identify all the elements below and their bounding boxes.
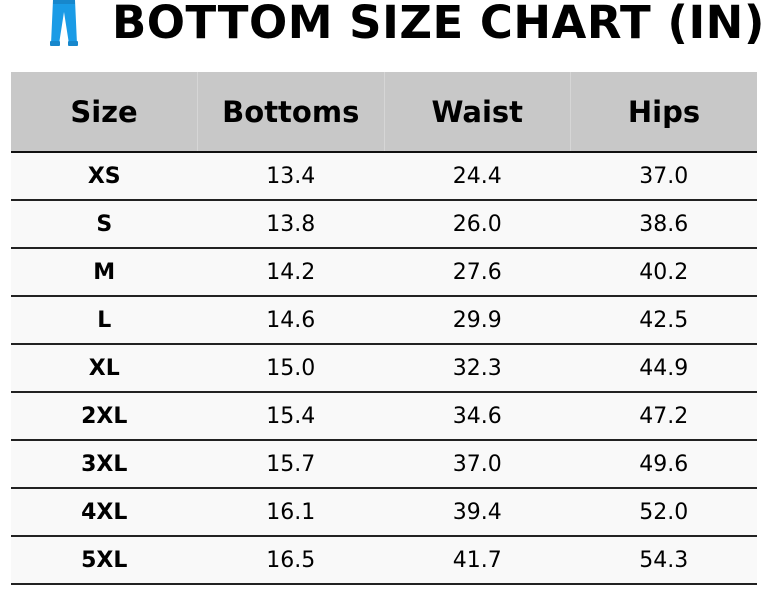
header-size: Size	[11, 72, 198, 153]
cell-size: XL	[11, 344, 198, 393]
cell-waist: 34.6	[384, 392, 571, 441]
cell-hips: 40.2	[570, 248, 757, 297]
table-row: S 13.8 26.0 38.6	[11, 200, 757, 249]
table-row: XS 13.4 24.4 37.0	[11, 152, 757, 201]
table-row: M 14.2 27.6 40.2	[11, 248, 757, 297]
cell-hips: 54.3	[570, 536, 757, 585]
cell-bottoms: 15.7	[197, 440, 384, 489]
cell-size: S	[11, 200, 198, 249]
cell-hips: 42.5	[570, 296, 757, 345]
header-row: Size Bottoms Waist Hips	[11, 72, 757, 153]
table-row: 4XL 16.1 39.4 52.0	[11, 488, 757, 537]
cell-size: 4XL	[11, 488, 198, 537]
table-row: XL 15.0 32.3 44.9	[11, 344, 757, 393]
title-row: BOTTOM SIZE CHART (IN)	[0, 0, 767, 60]
cell-bottoms: 16.5	[197, 536, 384, 585]
cell-size: L	[11, 296, 198, 345]
table-row: 3XL 15.7 37.0 49.6	[11, 440, 757, 489]
cell-waist: 27.6	[384, 248, 571, 297]
cell-waist: 32.3	[384, 344, 571, 393]
size-chart-table: Size Bottoms Waist Hips XS 13.4 24.4 37.0 S 1…	[11, 72, 757, 585]
cell-hips: 37.0	[570, 152, 757, 201]
table-row: 2XL 15.4 34.6 47.2	[11, 392, 757, 441]
cell-size: M	[11, 248, 198, 297]
cell-waist: 37.0	[384, 440, 571, 489]
header-waist: Waist	[383, 72, 571, 153]
header-hips: Hips	[570, 72, 757, 153]
cell-size: XS	[11, 152, 198, 201]
cell-bottoms: 15.0	[197, 344, 384, 393]
table-row: L 14.6 29.9 42.5	[11, 296, 757, 345]
cell-bottoms: 15.4	[197, 392, 384, 441]
pants-icon	[50, 0, 78, 46]
cell-waist: 24.4	[384, 152, 571, 201]
cell-hips: 44.9	[570, 344, 757, 393]
cell-bottoms: 13.4	[197, 152, 384, 201]
cell-waist: 41.7	[384, 536, 571, 585]
cell-bottoms: 14.2	[197, 248, 384, 297]
table-row: 5XL 16.5 41.7 54.3	[11, 536, 757, 585]
cell-waist: 29.9	[384, 296, 571, 345]
cell-bottoms: 14.6	[197, 296, 384, 345]
cell-bottoms: 16.1	[197, 488, 384, 537]
page-title: BOTTOM SIZE CHART (IN)	[112, 0, 765, 49]
cell-hips: 52.0	[570, 488, 757, 537]
cell-bottoms: 13.8	[197, 200, 384, 249]
cell-hips: 38.6	[570, 200, 757, 249]
header-bottoms: Bottoms	[197, 72, 384, 153]
cell-hips: 49.6	[570, 440, 757, 489]
cell-size: 3XL	[11, 440, 198, 489]
cell-size: 5XL	[11, 536, 198, 585]
cell-hips: 47.2	[570, 392, 757, 441]
cell-size: 2XL	[11, 392, 198, 441]
cell-waist: 39.4	[384, 488, 571, 537]
cell-waist: 26.0	[384, 200, 571, 249]
